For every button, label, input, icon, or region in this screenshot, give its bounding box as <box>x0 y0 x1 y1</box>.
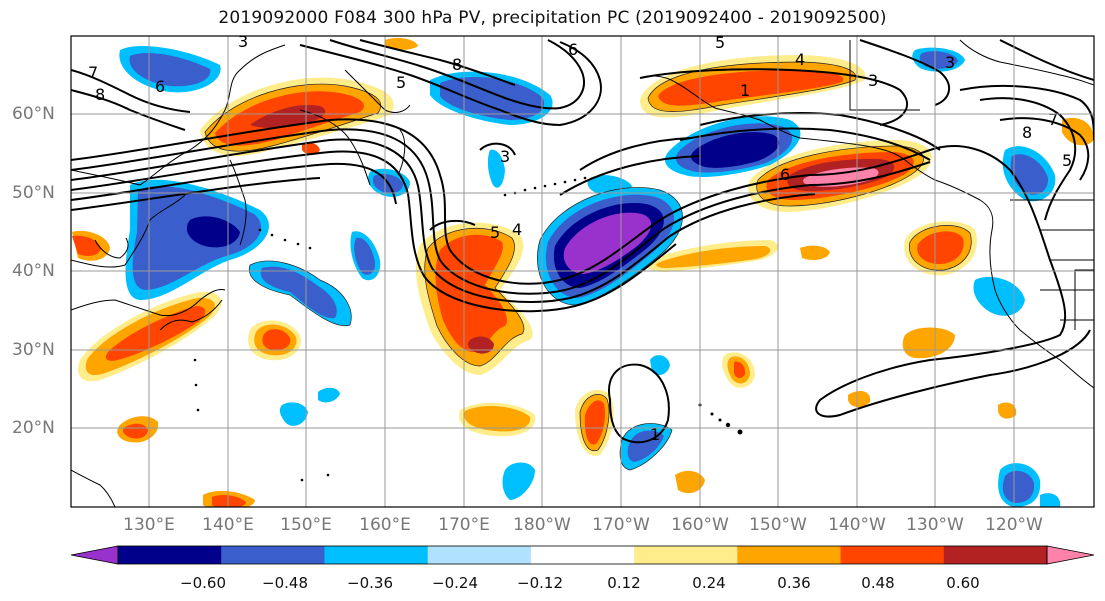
colorbar <box>70 545 1095 565</box>
colorbar-cell <box>530 546 635 564</box>
colorbar-cell <box>221 546 325 564</box>
lon-label-160w: 160°W <box>671 515 729 535</box>
lon-label-160e: 160°E <box>359 515 411 535</box>
svg-text:8: 8 <box>452 55 462 74</box>
svg-text:4: 4 <box>512 220 522 239</box>
lat-label-50n: 50°N <box>12 183 55 203</box>
svg-text:3: 3 <box>945 53 955 72</box>
lon-label-120w: 120°W <box>985 515 1043 535</box>
svg-text:8: 8 <box>95 85 105 104</box>
svg-text:4: 4 <box>795 50 805 69</box>
svg-text:6: 6 <box>780 165 790 184</box>
colorbar-tick: −0.24 <box>432 574 478 592</box>
lon-label-130w: 130°W <box>906 515 964 535</box>
svg-text:5: 5 <box>715 33 725 52</box>
colorbar-extend-low <box>71 546 118 564</box>
contour-labels: 3 6 7 8 5 8 6 5 4 1 3 3 7 8 5 6 5 4 3 1 <box>88 32 1072 444</box>
lat-label-20n: 20°N <box>12 418 55 438</box>
colorbar-cell <box>634 546 738 564</box>
svg-text:3: 3 <box>500 147 510 166</box>
colorbar-tick: −0.36 <box>347 574 393 592</box>
lon-label-180w: 180°W <box>513 515 571 535</box>
colorbar-cell <box>427 546 532 564</box>
lon-label-150e: 150°E <box>280 515 332 535</box>
svg-text:3: 3 <box>238 32 248 51</box>
lon-label-140w: 140°W <box>828 515 886 535</box>
svg-text:5: 5 <box>1062 151 1072 170</box>
lon-label-170e: 170°E <box>438 515 490 535</box>
colorbar-tick: 0.48 <box>861 574 895 592</box>
map-frame <box>70 35 1095 508</box>
map-title: 2019092000 F084 300 hPa PV, precipitatio… <box>218 8 887 28</box>
svg-text:1: 1 <box>740 81 750 100</box>
colorbar-cell <box>943 546 1048 564</box>
lon-label-150w: 150°W <box>749 515 807 535</box>
svg-text:6: 6 <box>155 77 165 96</box>
colorbar-cell <box>840 546 945 564</box>
colorbar-cell <box>118 546 222 564</box>
colorbar-tick: −0.60 <box>180 574 226 592</box>
lat-label-40n: 40°N <box>12 261 55 281</box>
colorbar-cell <box>737 546 842 564</box>
colorbar-tick: −0.48 <box>262 574 308 592</box>
colorbar-tick: 0.12 <box>607 574 641 592</box>
colorbar-cell <box>324 546 429 564</box>
svg-text:6: 6 <box>568 40 578 59</box>
svg-text:7: 7 <box>88 63 98 82</box>
svg-text:1: 1 <box>650 425 660 444</box>
colorbar-tick: 0.60 <box>946 574 980 592</box>
colorbar-tick: 0.24 <box>692 574 726 592</box>
pv-contours <box>71 39 1094 444</box>
lon-label-140e: 140°E <box>202 515 254 535</box>
colorbar-tick: −0.12 <box>517 574 563 592</box>
lon-label-170w: 170°W <box>592 515 650 535</box>
colorbar-tick: 0.36 <box>777 574 811 592</box>
svg-text:5: 5 <box>490 223 500 242</box>
lat-label-60n: 60°N <box>12 104 55 124</box>
lat-lon-grid <box>71 36 1094 507</box>
lat-label-30n: 30°N <box>12 340 55 360</box>
svg-text:3: 3 <box>868 71 878 90</box>
lon-label-130e: 130°E <box>123 515 175 535</box>
svg-text:7: 7 <box>1048 110 1058 129</box>
svg-text:8: 8 <box>1022 123 1032 142</box>
colorbar-extend-high <box>1047 546 1094 564</box>
svg-text:5: 5 <box>396 73 406 92</box>
